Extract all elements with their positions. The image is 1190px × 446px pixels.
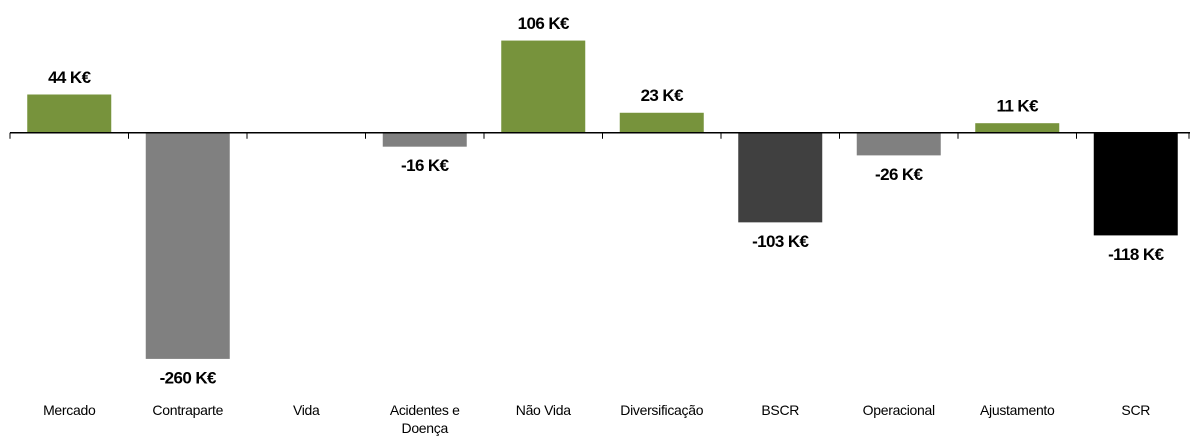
x-tick-label: SCR: [1121, 402, 1150, 418]
x-tick-label: Ajustamento: [980, 402, 1055, 418]
bar: [856, 132, 941, 156]
bar: [619, 112, 704, 133]
x-tick-label: Não Vida: [516, 402, 571, 418]
value-label: 11 K€: [997, 97, 1040, 116]
x-tick-label: Acidentes e Doença: [390, 402, 460, 436]
x-tick-label: Diversificação: [620, 402, 703, 418]
value-label: -16 K€: [401, 156, 450, 175]
bar: [738, 132, 823, 223]
x-tick-label: Operacional: [863, 402, 935, 418]
value-label: -260 K€: [160, 368, 217, 387]
bar: [145, 132, 230, 359]
bar: [501, 40, 586, 133]
value-label: -118 K€: [1108, 245, 1164, 264]
bar: [382, 132, 467, 147]
bar: [975, 123, 1060, 133]
x-tick-label: Contraparte: [152, 402, 223, 418]
value-label: 23 K€: [641, 86, 685, 105]
value-label: 106 K€: [518, 14, 570, 33]
x-tick-label: Vida: [293, 402, 320, 418]
x-tick-label: Mercado: [43, 402, 96, 418]
bar: [1093, 132, 1178, 236]
bar: [27, 94, 112, 133]
x-tick-label: BSCR: [761, 402, 799, 418]
value-label: -103 K€: [752, 232, 809, 251]
value-label: 44 K€: [48, 68, 92, 87]
value-label: -26 K€: [875, 165, 924, 184]
